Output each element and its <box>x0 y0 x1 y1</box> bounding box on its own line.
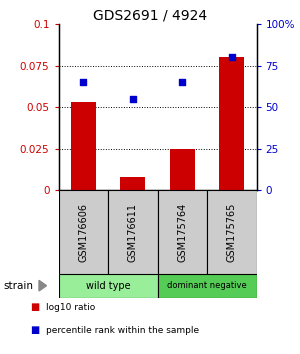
Bar <box>108 190 158 274</box>
Text: GSM176611: GSM176611 <box>128 202 138 262</box>
Bar <box>158 274 256 298</box>
Polygon shape <box>39 280 46 291</box>
Bar <box>120 177 145 190</box>
Text: GSM175765: GSM175765 <box>227 202 237 262</box>
Text: log10 ratio: log10 ratio <box>46 303 96 312</box>
Point <box>230 55 234 60</box>
Bar <box>170 149 195 190</box>
Text: ■: ■ <box>30 302 39 312</box>
Text: strain: strain <box>3 281 33 291</box>
Point <box>180 80 185 85</box>
Point <box>81 80 86 85</box>
Bar <box>58 274 158 298</box>
Text: percentile rank within the sample: percentile rank within the sample <box>46 326 200 335</box>
Text: GDS2691 / 4924: GDS2691 / 4924 <box>93 8 207 22</box>
Text: GSM176606: GSM176606 <box>78 202 88 262</box>
Bar <box>58 190 108 274</box>
Bar <box>219 57 244 190</box>
Bar <box>71 102 96 190</box>
Point <box>130 96 135 102</box>
Text: GSM175764: GSM175764 <box>177 202 187 262</box>
Text: dominant negative: dominant negative <box>167 281 247 290</box>
Text: wild type: wild type <box>86 281 130 291</box>
Text: ■: ■ <box>30 325 39 335</box>
Bar <box>158 190 207 274</box>
Bar <box>207 190 256 274</box>
